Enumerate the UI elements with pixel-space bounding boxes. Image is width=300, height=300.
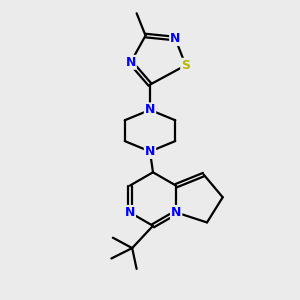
Text: N: N bbox=[171, 206, 181, 219]
Text: N: N bbox=[125, 56, 136, 69]
Text: N: N bbox=[145, 145, 155, 158]
Text: N: N bbox=[124, 206, 135, 219]
Text: N: N bbox=[145, 103, 155, 116]
Text: N: N bbox=[170, 32, 181, 45]
Text: S: S bbox=[181, 59, 190, 72]
